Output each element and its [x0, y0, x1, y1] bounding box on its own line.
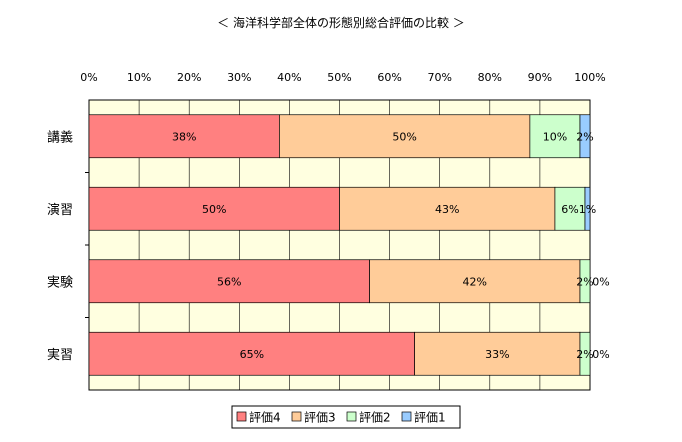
bar-segment	[554, 186, 586, 231]
x-tick-label: 70%	[427, 71, 451, 84]
category-label: 実習	[47, 347, 73, 363]
data-label: 2%	[576, 275, 593, 288]
data-label: 2%	[576, 130, 593, 143]
data-label: 1%	[579, 203, 596, 216]
x-tick-label: 30%	[227, 71, 251, 84]
bar-segment	[88, 259, 370, 304]
bar-segment	[579, 114, 591, 159]
category-label: 演習	[47, 202, 73, 218]
legend-swatch	[236, 411, 247, 422]
legend-label: 評価4	[249, 410, 281, 425]
legend-swatch	[401, 411, 412, 422]
bar-segment	[579, 259, 591, 304]
category-label: 講義	[47, 129, 73, 145]
category-label: 実験	[47, 274, 73, 290]
data-label: 0%	[592, 275, 609, 288]
data-label: 33%	[485, 348, 509, 361]
data-label: 43%	[435, 203, 459, 216]
legend-swatch	[291, 411, 302, 422]
x-tick-label: 0%	[80, 71, 97, 84]
bar-segment	[584, 186, 591, 231]
legend: 評価4 評価3 評価2 評価1	[231, 405, 461, 429]
data-label: 42%	[463, 275, 487, 288]
bar-segment	[88, 114, 280, 159]
x-tick-label: 100%	[574, 71, 605, 84]
data-label: 65%	[240, 348, 264, 361]
data-label: 2%	[576, 348, 593, 361]
legend-swatch	[346, 411, 357, 422]
bar-segment	[414, 331, 581, 376]
data-label: 56%	[217, 275, 241, 288]
x-tick-label: 10%	[127, 71, 151, 84]
data-label: 50%	[202, 203, 226, 216]
chart-title: ＜ 海洋科学部全体の形態別総合評価の比較 ＞	[217, 15, 465, 30]
bar-segment	[88, 331, 415, 376]
bar-segment	[279, 114, 531, 159]
data-label: 6%	[561, 203, 578, 216]
x-tick-label: 20%	[177, 71, 201, 84]
x-tick-label: 40%	[277, 71, 301, 84]
data-label: 10%	[543, 130, 567, 143]
x-tick-label: 90%	[528, 71, 552, 84]
x-tick-label: 50%	[327, 71, 351, 84]
bar-segment	[529, 114, 581, 159]
bar-segment	[579, 331, 591, 376]
x-tick-labels: 0% 10% 20% 30% 40% 50% 60% 70% 80% 90% 100%	[80, 71, 605, 84]
x-tick-label: 80%	[478, 71, 502, 84]
bar-segment	[339, 186, 556, 231]
legend-box	[231, 405, 461, 429]
legend-label: 評価3	[304, 410, 336, 425]
x-tick-label: 60%	[377, 71, 401, 84]
data-label: 50%	[392, 130, 416, 143]
bar-segment	[88, 186, 340, 231]
legend-label: 評価1	[414, 410, 446, 425]
data-label: 38%	[172, 130, 196, 143]
bars: 38% 50% 10% 2%50% 43% 6% 1%56% 42% 2%0%65% 33% 2%0…	[88, 114, 610, 376]
bar-segment	[369, 259, 581, 304]
legend-label: 評価2	[359, 410, 391, 425]
data-label: 0%	[592, 348, 609, 361]
